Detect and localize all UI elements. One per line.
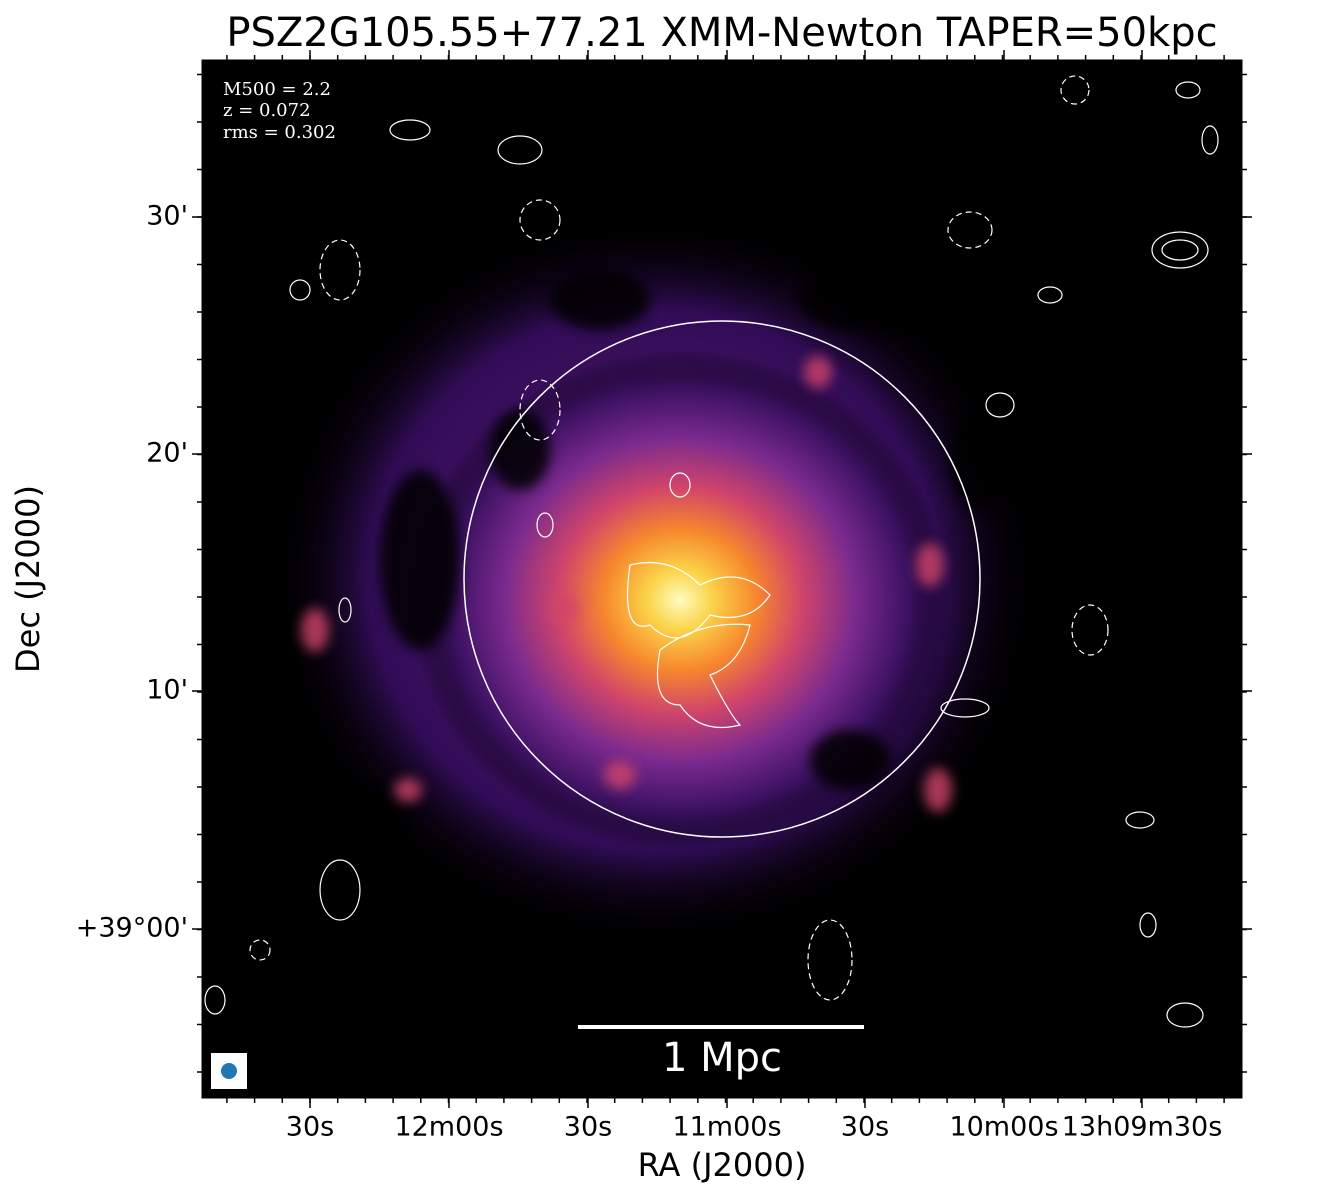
r500-circle [463,320,981,838]
x-tick-label: 10m00s [949,1112,1058,1143]
y-axis-label: Dec (J2000) [9,485,47,673]
annotation: rms = 0.302 [223,122,336,143]
x-tick-label: 30s [286,1112,334,1143]
scale-bar-label: 1 Mpc [662,1035,782,1081]
annotation: z = 0.072 [223,100,311,121]
y-tick-label: +39°00' [76,913,188,944]
tick-marks [192,50,1252,1108]
x-tick-label: 13h09m30s [1062,1112,1223,1143]
x-axis-label: RA (J2000) [638,1146,807,1184]
x-tick-label: 30s [841,1112,889,1143]
annotation: M500 = 2.2 [223,79,331,100]
x-tick-label: 30s [564,1112,612,1143]
beam [221,1063,237,1079]
axes-frame [201,59,1243,1099]
y-tick-label: 20' [146,438,188,469]
x-tick-label: 12m00s [394,1112,503,1143]
x-tick-label: 11m00s [672,1112,781,1143]
y-tick-label: 30' [146,201,188,232]
xray-image [204,75,1219,1028]
chart-title: PSZ2G105.55+77.21 XMM-Newton TAPER=50kpc [226,10,1217,56]
y-tick-label: 10' [146,675,188,706]
